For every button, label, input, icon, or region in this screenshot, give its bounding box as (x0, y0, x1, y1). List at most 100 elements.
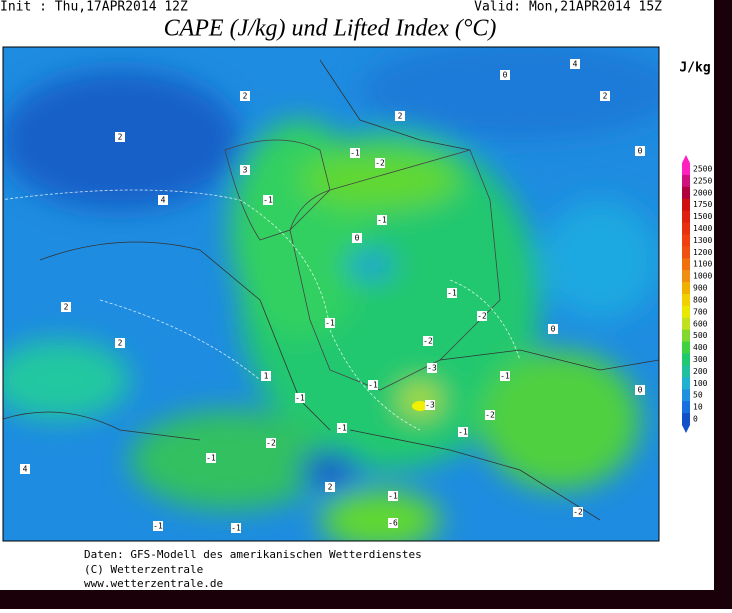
contour-label: 0 (551, 325, 556, 334)
contour-label: 1 (264, 372, 269, 381)
legend-label: 1000 (693, 272, 712, 281)
contour-label-box (500, 70, 510, 80)
contour-label: -1 (206, 454, 216, 463)
legend-label: 1400 (693, 224, 712, 233)
contour-label-box (115, 338, 125, 348)
contour-label-box (635, 385, 645, 395)
contour-label: 0 (638, 386, 643, 395)
contour-label: 4 (161, 196, 166, 205)
contour-label: -6 (388, 519, 398, 528)
contour-label-box (500, 371, 510, 381)
legend-swatch (682, 210, 690, 224)
contour-label: -2 (375, 159, 385, 168)
contour-label: -2 (477, 312, 487, 321)
contour-label-box (115, 132, 125, 142)
contour-label: -1 (295, 394, 305, 403)
legend-swatch (682, 317, 690, 331)
contour-label: -1 (263, 196, 273, 205)
contour-label: 2 (328, 483, 333, 492)
map-frame (2, 46, 660, 542)
legend-cap-top (682, 155, 690, 163)
border-right (714, 0, 732, 609)
legend-label: 2000 (693, 188, 712, 197)
legend-swatch (682, 377, 690, 390)
legend-swatch (682, 163, 690, 176)
legend-swatch (682, 401, 690, 414)
contour-label-box (263, 195, 273, 205)
legend-label: 100 (693, 379, 708, 388)
contour-label-box (261, 371, 271, 381)
contour-label-box (635, 146, 645, 156)
contour-label-box (158, 195, 168, 205)
contour-label-box (600, 91, 610, 101)
contour-label: -1 (458, 428, 468, 437)
contour-label-box (368, 380, 378, 390)
legend-swatch (682, 329, 690, 343)
contour-label-box (423, 336, 433, 346)
contour-label-box (295, 393, 305, 403)
legend-label: 1750 (693, 200, 712, 209)
legend-label: 1200 (693, 248, 712, 257)
map: 4 0 2 0 2 2 2 3 -1 -2 -1 -1 4 0 -1 -2 -1 0 -2 2 -3 -1 -1 -3 -1 -2… (3, 47, 659, 541)
contour-label: 0 (638, 147, 643, 156)
contour-label-box (425, 400, 435, 410)
contour-label: 0 (503, 71, 508, 80)
contour-label-box (388, 518, 398, 528)
contour-label: -1 (388, 492, 398, 501)
legend-swatch (682, 353, 690, 366)
contour-label: -1 (368, 381, 378, 390)
legend-swatch (682, 341, 690, 355)
legend-swatch (682, 294, 690, 307)
contour-label: 2 (398, 112, 403, 121)
legend-label: 300 (693, 355, 708, 364)
contour-label: 2 (243, 92, 248, 101)
legend-unit: J/kg (679, 61, 710, 76)
contour-label-box (240, 165, 250, 175)
contour-label-box (377, 215, 387, 225)
contour-label-box (395, 111, 405, 121)
contour-label-box (477, 311, 487, 321)
legend-label: 500 (693, 331, 708, 340)
legend-label: 0 (693, 415, 698, 424)
legend-swatch (682, 234, 690, 247)
contour-label: -2 (423, 337, 433, 346)
legend-label: 2250 (693, 176, 712, 185)
contour-label: -1 (231, 524, 241, 533)
contour-label-box (337, 423, 347, 433)
legend-label: 1100 (693, 260, 712, 269)
legend-swatch (682, 258, 690, 271)
contour-label-box (447, 288, 457, 298)
legend-label: 1500 (693, 212, 712, 221)
legend-label: 50 (693, 391, 703, 400)
contour-label: 2 (603, 92, 608, 101)
contour-label: -3 (427, 364, 437, 373)
contour-label: -1 (153, 522, 163, 531)
legend-label: 700 (693, 307, 708, 316)
contour-label-box (352, 233, 362, 243)
legend-swatch (682, 186, 690, 200)
legend-label: 400 (693, 343, 708, 352)
contour-label-box (325, 482, 335, 492)
contour-label-box (266, 438, 276, 448)
contour-label-box (570, 59, 580, 69)
contour-label: -1 (500, 372, 510, 381)
contour-label-box (485, 410, 495, 420)
legend-label: 800 (693, 295, 708, 304)
contour-label-box (206, 453, 216, 463)
legend-swatch (682, 305, 690, 319)
contour-label-box (153, 521, 163, 531)
legend-label: 1300 (693, 236, 712, 245)
contour-label-box (61, 302, 71, 312)
contour-label: -1 (337, 424, 347, 433)
contour-label: 4 (23, 465, 28, 474)
legend-label: 10 (693, 403, 703, 412)
contour-label: -2 (573, 508, 583, 517)
legend-swatch (682, 365, 690, 378)
contour-label: 2 (118, 133, 123, 142)
legend-swatch (682, 222, 690, 235)
legend-swatch (682, 198, 690, 212)
contour-label: -1 (377, 216, 387, 225)
contour-label: -1 (325, 319, 335, 328)
map-title: CAPE (J/kg) und Lifted Index (°C) (164, 16, 497, 42)
